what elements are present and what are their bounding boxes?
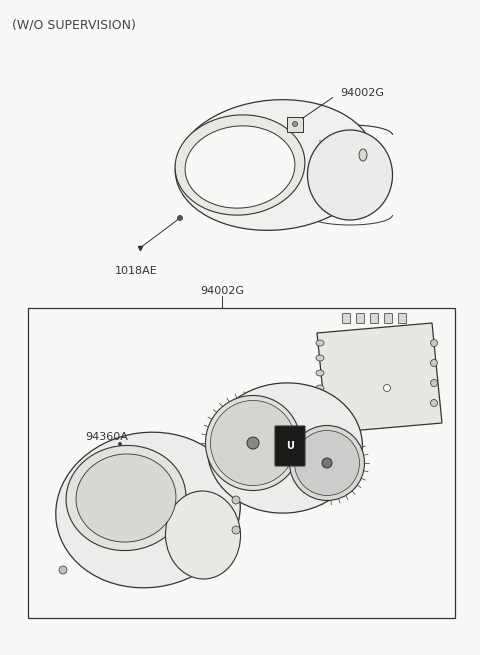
Ellipse shape xyxy=(316,355,324,361)
FancyBboxPatch shape xyxy=(343,314,350,324)
FancyBboxPatch shape xyxy=(384,314,393,324)
Ellipse shape xyxy=(232,496,240,504)
Ellipse shape xyxy=(247,437,259,449)
Ellipse shape xyxy=(185,126,295,208)
Ellipse shape xyxy=(308,130,393,220)
Ellipse shape xyxy=(289,426,364,500)
FancyBboxPatch shape xyxy=(371,314,379,324)
Bar xyxy=(28,308,455,618)
Ellipse shape xyxy=(359,149,367,161)
Ellipse shape xyxy=(431,379,437,386)
Ellipse shape xyxy=(207,383,362,513)
Ellipse shape xyxy=(59,566,67,574)
Ellipse shape xyxy=(316,415,324,421)
Ellipse shape xyxy=(431,400,437,407)
Ellipse shape xyxy=(166,491,240,579)
Text: U: U xyxy=(286,441,294,451)
FancyBboxPatch shape xyxy=(275,426,305,466)
Text: (W/O SUPERVISION): (W/O SUPERVISION) xyxy=(12,18,136,31)
Ellipse shape xyxy=(76,454,176,542)
Ellipse shape xyxy=(431,360,437,367)
Ellipse shape xyxy=(119,443,121,445)
Ellipse shape xyxy=(316,370,324,376)
Ellipse shape xyxy=(316,340,324,346)
Ellipse shape xyxy=(175,115,305,215)
Ellipse shape xyxy=(56,432,240,588)
Ellipse shape xyxy=(431,339,437,346)
Ellipse shape xyxy=(316,400,324,406)
Ellipse shape xyxy=(66,445,186,551)
Polygon shape xyxy=(317,323,442,433)
Polygon shape xyxy=(287,117,303,132)
Ellipse shape xyxy=(175,100,375,231)
Ellipse shape xyxy=(292,121,298,126)
Ellipse shape xyxy=(384,384,391,392)
FancyBboxPatch shape xyxy=(398,314,407,324)
Text: 94360A: 94360A xyxy=(85,432,128,442)
Ellipse shape xyxy=(178,215,182,221)
Ellipse shape xyxy=(232,526,240,534)
Text: 1018AE: 1018AE xyxy=(115,266,158,276)
Text: 94002G: 94002G xyxy=(340,88,384,98)
Ellipse shape xyxy=(316,385,324,391)
Ellipse shape xyxy=(295,430,360,495)
FancyBboxPatch shape xyxy=(357,314,364,324)
Ellipse shape xyxy=(322,458,332,468)
Ellipse shape xyxy=(205,396,300,491)
Ellipse shape xyxy=(211,400,296,485)
Text: 94002G: 94002G xyxy=(200,286,244,296)
